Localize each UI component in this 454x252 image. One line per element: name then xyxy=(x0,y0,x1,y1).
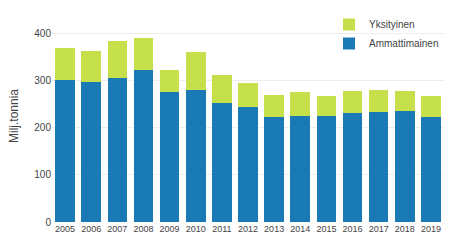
svg-text:Yksityinen: Yksityinen xyxy=(369,19,415,30)
svg-text:2013: 2013 xyxy=(264,224,284,234)
svg-text:300: 300 xyxy=(34,75,51,86)
svg-text:2016: 2016 xyxy=(343,224,363,234)
svg-text:200: 200 xyxy=(34,122,51,133)
svg-text:2011: 2011 xyxy=(212,224,231,234)
svg-text:2018: 2018 xyxy=(395,224,415,234)
svg-text:Ammattimainen: Ammattimainen xyxy=(369,38,438,49)
svg-text:2005: 2005 xyxy=(55,224,75,234)
svg-text:2008: 2008 xyxy=(133,224,153,234)
svg-text:400: 400 xyxy=(34,28,51,39)
svg-text:100: 100 xyxy=(34,169,51,180)
svg-text:2010: 2010 xyxy=(186,224,206,234)
svg-text:2007: 2007 xyxy=(107,224,127,234)
svg-text:2012: 2012 xyxy=(238,224,258,234)
svg-text:2019: 2019 xyxy=(421,224,441,234)
svg-text:2014: 2014 xyxy=(290,224,310,234)
svg-text:2017: 2017 xyxy=(369,224,389,234)
svg-text:2006: 2006 xyxy=(81,224,101,234)
svg-text:Milj.tonnia: Milj.tonnia xyxy=(7,89,21,143)
svg-text:2015: 2015 xyxy=(316,224,336,234)
svg-text:0: 0 xyxy=(45,217,51,228)
svg-text:2009: 2009 xyxy=(160,224,180,234)
